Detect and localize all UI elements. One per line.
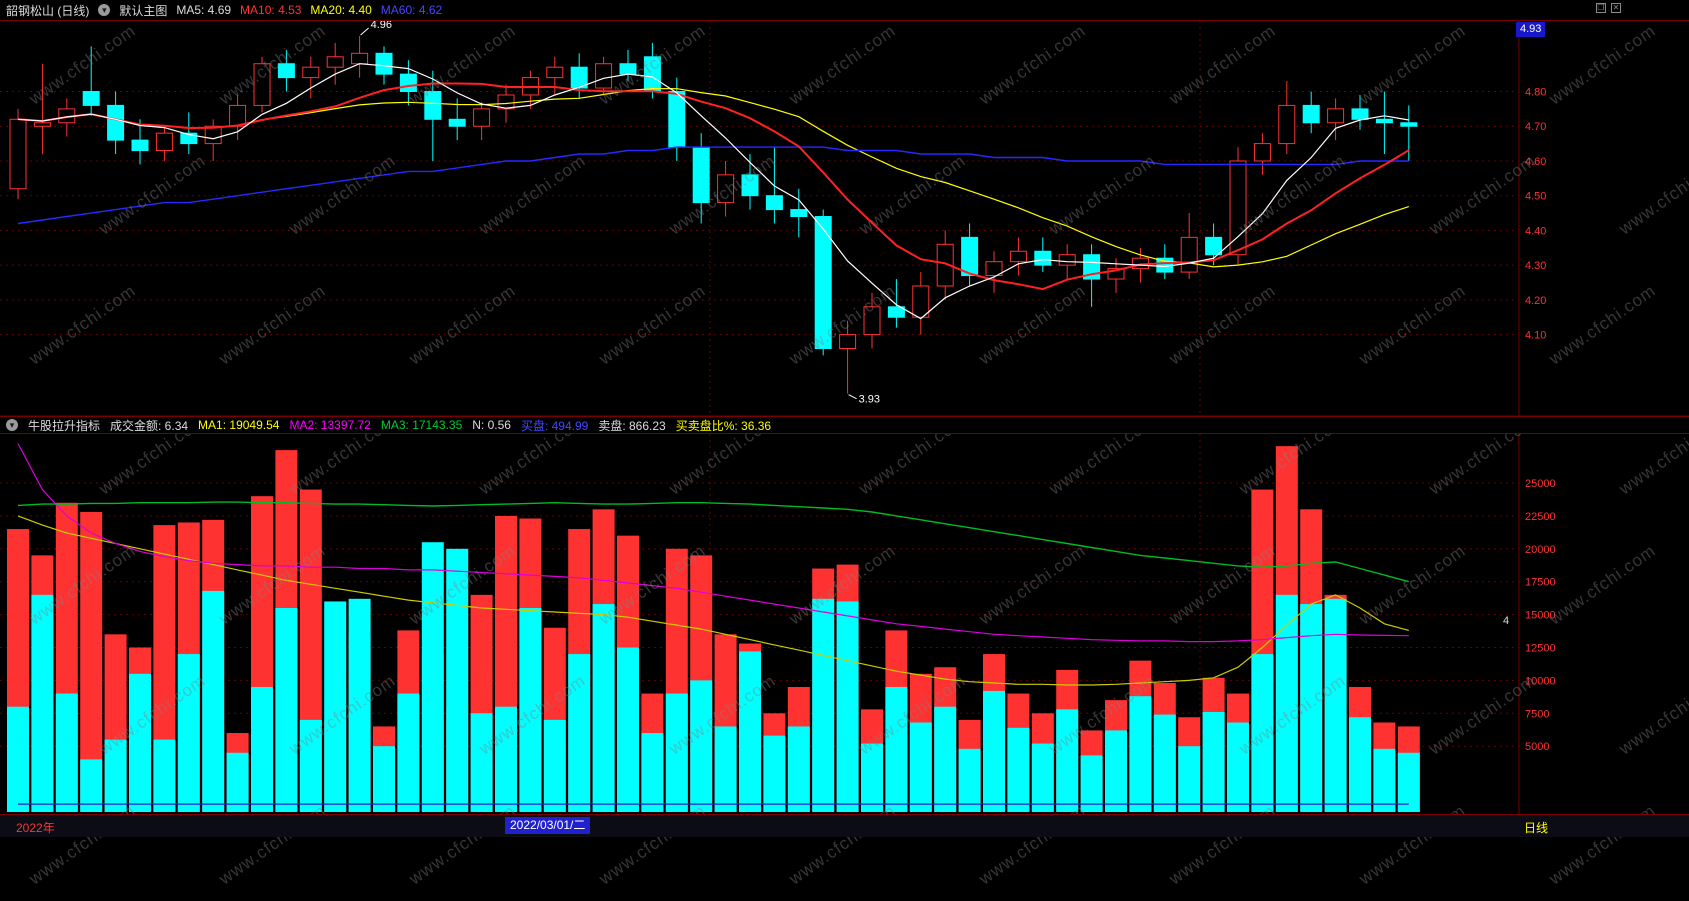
indicator-ma3-label: MA3: 17143.35 [380,418,463,432]
indicator-header: ▾ 牛股拉升指标 成交金额: 6.34 MA1: 19049.54 MA2: 1… [0,416,1689,434]
ma-lines-layer [17,63,1410,320]
month-marker: 4 [1503,615,1509,627]
indicator-n-label: N: 0.56 [472,418,511,432]
year-label[interactable]: 2022年 [16,821,55,835]
svg-text:12500: 12500 [1525,643,1556,655]
cyan-bars-layer [7,542,1420,812]
svg-text:3.93: 3.93 [859,394,880,406]
indicator-panel: 25000 22500 20000 17500 15000 12500 10000 7500 5… [0,434,1689,814]
indicator-ma1-label: MA1: 19049.54 [198,418,280,432]
ma60-value-label: MA60: 4.62 [380,3,443,17]
turnover-label: 成交金额: 6.34 [110,418,189,433]
svg-text:4.50: 4.50 [1525,191,1546,203]
svg-text:4.60: 4.60 [1525,156,1546,168]
candles-layer [9,35,1418,394]
main-indicator-selector-icon[interactable]: ▾ [98,4,111,16]
svg-text:4: 4 [1503,615,1509,627]
svg-text:4.96: 4.96 [371,21,392,31]
sell-volume-label: 卖盘: 866.23 [598,418,666,433]
main-chart-header: 韶钢松山 (日线) ▾ 默认主图 MA5: 4.69 MA10: 4.53 MA… [0,0,1689,20]
status-bar: 2022年 2022/03/01/二 日线 [0,814,1689,837]
close-panel-icon[interactable]: ✕ [1611,3,1621,13]
svg-text:4.70: 4.70 [1525,121,1546,133]
last-price-box: 4.93 [1516,22,1546,37]
selected-date-label[interactable]: 2022/03/01/二 [505,817,591,834]
svg-text:4.80: 4.80 [1525,87,1546,99]
period-label[interactable]: 日线 [1524,821,1549,835]
price-annotations: 4.96 3.93 [360,21,880,406]
svg-text:20000: 20000 [1525,544,1556,556]
overlay-indicator-name[interactable]: 默认主图 [119,3,168,18]
main-chart-canvas[interactable]: 4.80 4.70 4.60 4.50 4.40 4.30 4.20 4.10 4.96 3.93 [0,21,1689,417]
panel-window-buttons: ❐ ✕ [1596,3,1621,13]
svg-text:5000: 5000 [1525,741,1549,753]
ma20-value-label: MA20: 4.40 [310,3,372,17]
buy-volume-label: 买盘: 494.99 [520,418,589,433]
ma5-value-label: MA5: 4.69 [176,3,232,17]
buy-sell-ratio-label: 买卖盘比%: 36.36 [675,418,772,433]
svg-text:4.10: 4.10 [1525,330,1546,342]
sub-indicator-selector-icon[interactable]: ▾ [6,419,18,431]
indicator-ma2-label: MA2: 13397.72 [289,418,371,432]
svg-text:15000: 15000 [1525,610,1556,622]
svg-text:4.20: 4.20 [1525,295,1546,307]
svg-text:4.30: 4.30 [1525,260,1546,272]
ma10-value-label: MA10: 4.53 [240,3,302,17]
svg-text:25000: 25000 [1525,478,1556,490]
indicator-chart-canvas[interactable]: 25000 22500 20000 17500 15000 12500 10000 7500 5… [0,434,1689,814]
svg-text:22500: 22500 [1525,511,1556,523]
price-grid: 4.80 4.70 4.60 4.50 4.40 4.30 4.20 4.10 [0,21,1689,417]
svg-text:10000: 10000 [1525,675,1556,687]
svg-text:17500: 17500 [1525,577,1556,589]
restore-panel-icon[interactable]: ❐ [1596,3,1606,13]
indicator-name-label[interactable]: 牛股拉升指标 [28,418,101,433]
indicator-lines-layer [17,443,1409,805]
stock-title: 韶钢松山 (日线) [6,3,90,18]
candlestick-panel: 4.80 4.70 4.60 4.50 4.40 4.30 4.20 4.10 4.96 3.93… [0,20,1689,417]
svg-text:7500: 7500 [1525,708,1549,720]
svg-text:4.40: 4.40 [1525,225,1546,237]
